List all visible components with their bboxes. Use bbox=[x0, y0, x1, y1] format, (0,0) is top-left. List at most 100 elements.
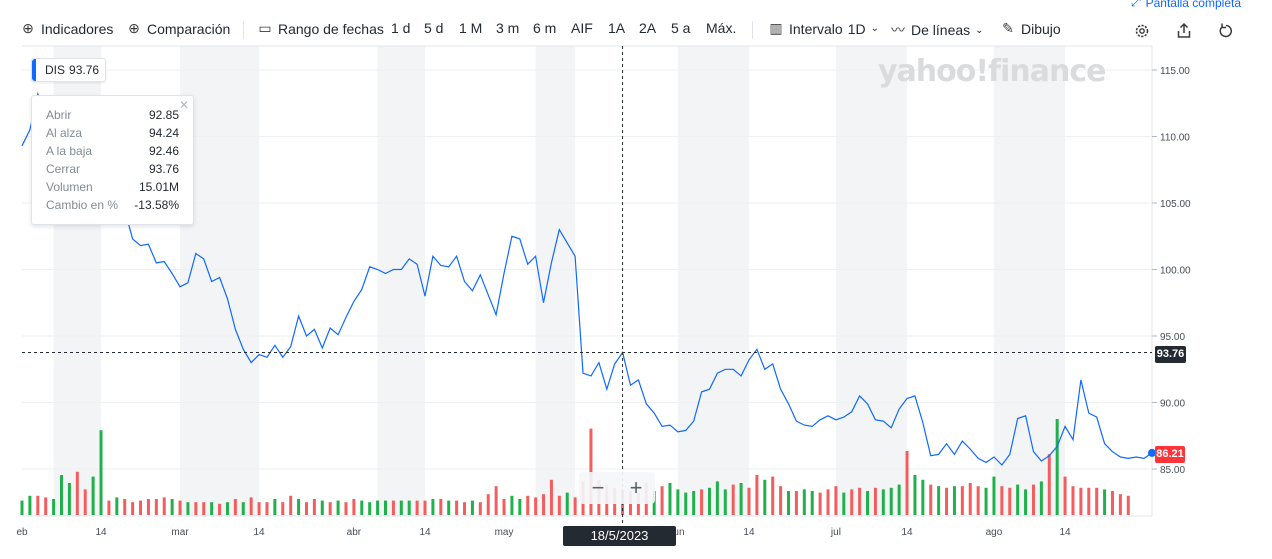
x-tick-label: abr bbox=[347, 527, 362, 538]
volume-bar bbox=[494, 486, 498, 515]
volume-bar bbox=[739, 483, 743, 515]
tooltip-row-low: A la baja 92.46 bbox=[46, 144, 179, 158]
symbol-legend[interactable]: DIS 93.76 bbox=[31, 58, 107, 82]
volume-bar bbox=[826, 489, 830, 515]
volume-bar bbox=[913, 475, 917, 515]
month-bands bbox=[53, 46, 1066, 516]
volume-bars bbox=[20, 419, 1130, 515]
volume-bar bbox=[344, 502, 348, 515]
crosshair-price-tag: 93.76 bbox=[1155, 346, 1186, 363]
date-range-button[interactable]: ▭ Rango de fechas bbox=[257, 20, 384, 37]
axes: 115.00 110.00 105.00 100.00 95.00 90.00 85.00 e… bbox=[16, 66, 1191, 538]
volume-bar bbox=[1118, 494, 1122, 515]
range-ytd[interactable]: AIF bbox=[571, 20, 593, 36]
volume-bar bbox=[447, 500, 451, 515]
symbol-value: 93.76 bbox=[69, 63, 100, 77]
month-band bbox=[677, 46, 749, 516]
line-chart-icon: 〰 bbox=[891, 22, 905, 38]
volume-bar bbox=[170, 499, 174, 515]
range-5d[interactable]: 5 d bbox=[424, 20, 444, 36]
volume-bar bbox=[992, 476, 996, 515]
interval-button[interactable]: ▥ Intervalo 1D ⌄ bbox=[768, 20, 879, 37]
range-max[interactable]: Máx. bbox=[706, 20, 737, 36]
volume-bar bbox=[818, 492, 822, 515]
chart-style-button[interactable]: 〰 De líneas ⌄ bbox=[890, 20, 984, 40]
fullscreen-link[interactable]: ⤢ Pantalla completa bbox=[1131, 0, 1241, 10]
y-tick-label: 105.00 bbox=[1160, 199, 1191, 210]
range-1d[interactable]: 1 d bbox=[391, 20, 411, 36]
volume-bar bbox=[225, 502, 229, 515]
volume-bar bbox=[1031, 484, 1035, 515]
indicators-label: Indicadores bbox=[41, 20, 114, 37]
volume-bar bbox=[549, 479, 553, 515]
yahoo-finance-logo: yahoo!finance bbox=[878, 54, 1106, 89]
volume-bar bbox=[257, 502, 261, 515]
volume-bar bbox=[960, 486, 964, 515]
volume-bar bbox=[834, 486, 838, 515]
symbol-name: DIS bbox=[45, 63, 66, 77]
range-2y[interactable]: 2A bbox=[639, 20, 657, 36]
volume-bar bbox=[1079, 487, 1083, 515]
x-tick-label: jun bbox=[670, 527, 684, 538]
volume-bar bbox=[652, 491, 656, 515]
volume-bar bbox=[866, 491, 870, 515]
volume-bar bbox=[202, 502, 206, 515]
month-band bbox=[993, 46, 1066, 516]
chart-toolbar: ⊕ Indicadores ⊕ Comparación ▭ Rango de f… bbox=[0, 12, 1272, 46]
volume-bar bbox=[968, 483, 972, 515]
volume-bar bbox=[787, 491, 791, 515]
x-tick-label: 14 bbox=[419, 527, 431, 538]
close-icon[interactable]: ✕ bbox=[178, 98, 189, 112]
x-tick-label: eb bbox=[16, 527, 28, 538]
share-icon[interactable] bbox=[1175, 22, 1193, 40]
volume-bar bbox=[391, 500, 395, 515]
volume-bar bbox=[281, 502, 285, 515]
volume-bar bbox=[1016, 484, 1020, 515]
volume-bar bbox=[423, 500, 427, 515]
zoom-out-button[interactable]: − bbox=[591, 475, 605, 500]
zoom-in-button[interactable]: + bbox=[629, 475, 643, 500]
volume-bar bbox=[668, 483, 672, 515]
crosshair-date: 18/5/2023 bbox=[563, 526, 676, 546]
volume-bar bbox=[510, 495, 514, 515]
fullscreen-label: Pantalla completa bbox=[1145, 0, 1241, 10]
volume-bar bbox=[463, 502, 467, 515]
volume-bar bbox=[241, 502, 245, 515]
volume-bar bbox=[478, 502, 482, 515]
range-1m[interactable]: 1 M bbox=[459, 20, 483, 36]
volume-bar bbox=[1000, 486, 1004, 515]
indicators-button[interactable]: ⊕ Indicadores bbox=[20, 20, 113, 37]
volume-bar bbox=[676, 489, 680, 515]
pencil-icon: ✎ bbox=[1002, 20, 1014, 36]
last-price-tag: 86.21 bbox=[1155, 446, 1185, 463]
month-band bbox=[835, 46, 908, 516]
range-6m[interactable]: 6 m bbox=[533, 20, 557, 36]
volume-bar bbox=[707, 487, 711, 515]
volume-bar bbox=[684, 492, 688, 515]
volume-bar bbox=[352, 499, 356, 515]
range-5y[interactable]: 5 a bbox=[671, 20, 691, 36]
plus-circle-icon: ⊕ bbox=[128, 20, 140, 36]
plus-circle-icon: ⊕ bbox=[22, 20, 34, 36]
volume-bar bbox=[123, 499, 127, 515]
volume-bar bbox=[542, 494, 546, 515]
date-range-label: Rango de fechas bbox=[278, 20, 384, 37]
price-series-line bbox=[21, 91, 1153, 466]
divider bbox=[752, 21, 753, 39]
volume-bar bbox=[692, 491, 696, 515]
range-1y[interactable]: 1A bbox=[608, 20, 626, 36]
draw-button[interactable]: ✎ Dibujo bbox=[1000, 20, 1061, 37]
reset-icon[interactable] bbox=[1217, 22, 1235, 40]
volume-bar bbox=[1110, 491, 1114, 515]
volume-bar bbox=[1071, 486, 1075, 515]
x-tick-label: 14 bbox=[1060, 527, 1072, 538]
ohlc-tooltip: ✕ Abrir 92.85 Al alza 94.24 A la baja 92.46… bbox=[31, 95, 194, 225]
settings-gear-icon[interactable] bbox=[1133, 22, 1151, 40]
volume-bar bbox=[28, 495, 32, 515]
volume-bar bbox=[723, 489, 727, 515]
volume-bar bbox=[470, 500, 474, 515]
volume-bar bbox=[1095, 487, 1099, 515]
comparison-button[interactable]: ⊕ Comparación bbox=[126, 20, 230, 37]
last-point-marker bbox=[1148, 448, 1156, 457]
range-3m[interactable]: 3 m bbox=[496, 20, 520, 36]
